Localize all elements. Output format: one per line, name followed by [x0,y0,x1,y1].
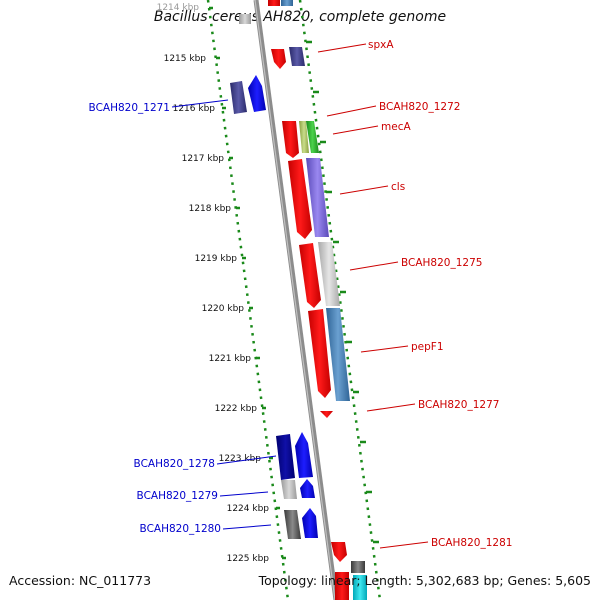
tick-label-1216: 1216 kbp [173,104,216,114]
tick-label-1221: 1221 kbp [209,354,252,364]
gene-pepF1-steel [326,308,350,401]
tick-label-1224: 1224 kbp [227,504,270,514]
topology-text: Topology: linear; Length: 5,302,683 bp; … [258,573,591,588]
gene-BCAH820_1279-arrow [300,479,315,498]
gene-BCAH820_1275-arrow [299,243,321,308]
left-ruler-ticks [209,6,286,560]
gene-label-pepF1: pepF1 [411,341,444,353]
accession-text: Accession: NC_011773 [9,573,152,588]
gene-pepF1-arrow [308,309,331,398]
gene-label-BCAH820_1280: BCAH820_1280 [140,523,221,535]
gene-BCAH820_1281-arrow [331,542,347,562]
gene-feature-top-partial [239,14,251,24]
gene-spxA-arrow [271,49,286,69]
tick-label-1214: 1214 kbp [157,3,200,13]
gene-label-cls: cls [391,181,405,193]
tick-label-1222: 1222 kbp [215,404,258,414]
gene-BCAH820_1277-arrow [320,411,333,418]
gene-label-BCAH820_1279: BCAH820_1279 [137,490,218,502]
gene-label-BCAH820_1277: BCAH820_1277 [418,399,499,411]
gene-BCAH820_1280-arrow [302,508,318,538]
tick-label-1215: 1215 kbp [164,54,207,64]
right-ruler [298,0,382,600]
gene-label-BCAH820_1275: BCAH820_1275 [401,257,482,269]
gene-feature-blue-arrow [248,75,266,112]
gene-feature-bottom-grey [351,561,365,573]
gene-BCAH820_1280-grey [284,510,301,539]
tick-label-1225: 1225 kbp [227,554,270,564]
gene-label-BCAH820_1278: BCAH820_1278 [134,458,215,470]
right-ruler-ticks [306,40,379,544]
map-title: Bacillus cereus AH820, complete genome [153,9,447,25]
gene-BCAH820_1278-block [276,434,295,480]
gene-label-BCAH820_1281: BCAH820_1281 [431,537,512,549]
gene-BCAH820_1272-arrow [282,121,299,158]
gene-feature-bottom-cyan [353,575,367,600]
gene-mecA-green [306,121,319,153]
genome-axis [253,0,339,600]
gene-label-spxA: spxA [368,39,394,51]
tick-label-1218: 1218 kbp [189,204,232,214]
tick-label-1220: 1220 kbp [202,304,245,314]
gene-cls-purple [306,158,329,237]
tick-label-1217: 1217 kbp [182,154,225,164]
gene-label-BCAH820_1271: BCAH820_1271 [89,102,170,114]
gene-BCAH820_1271-arrow [230,81,247,114]
tick-label-1223: 1223 kbp [219,454,262,464]
gene-BCAH820_1279-light [281,480,297,499]
gene-BCAH820_1278-arrow [295,432,313,478]
left-ruler [206,0,290,600]
gene-label-BCAH820_1272: BCAH820_1272 [379,101,460,113]
tick-label-1219: 1219 kbp [195,254,238,264]
gene-label-mecA: mecA [381,121,411,133]
gene-feature-bottom-red [335,572,349,600]
gene-BCAH820_1275-silver [318,242,340,306]
gene-feature-slate [289,47,305,66]
gene-cls-arrow [288,159,312,239]
gene-mecA-olive [299,121,309,153]
